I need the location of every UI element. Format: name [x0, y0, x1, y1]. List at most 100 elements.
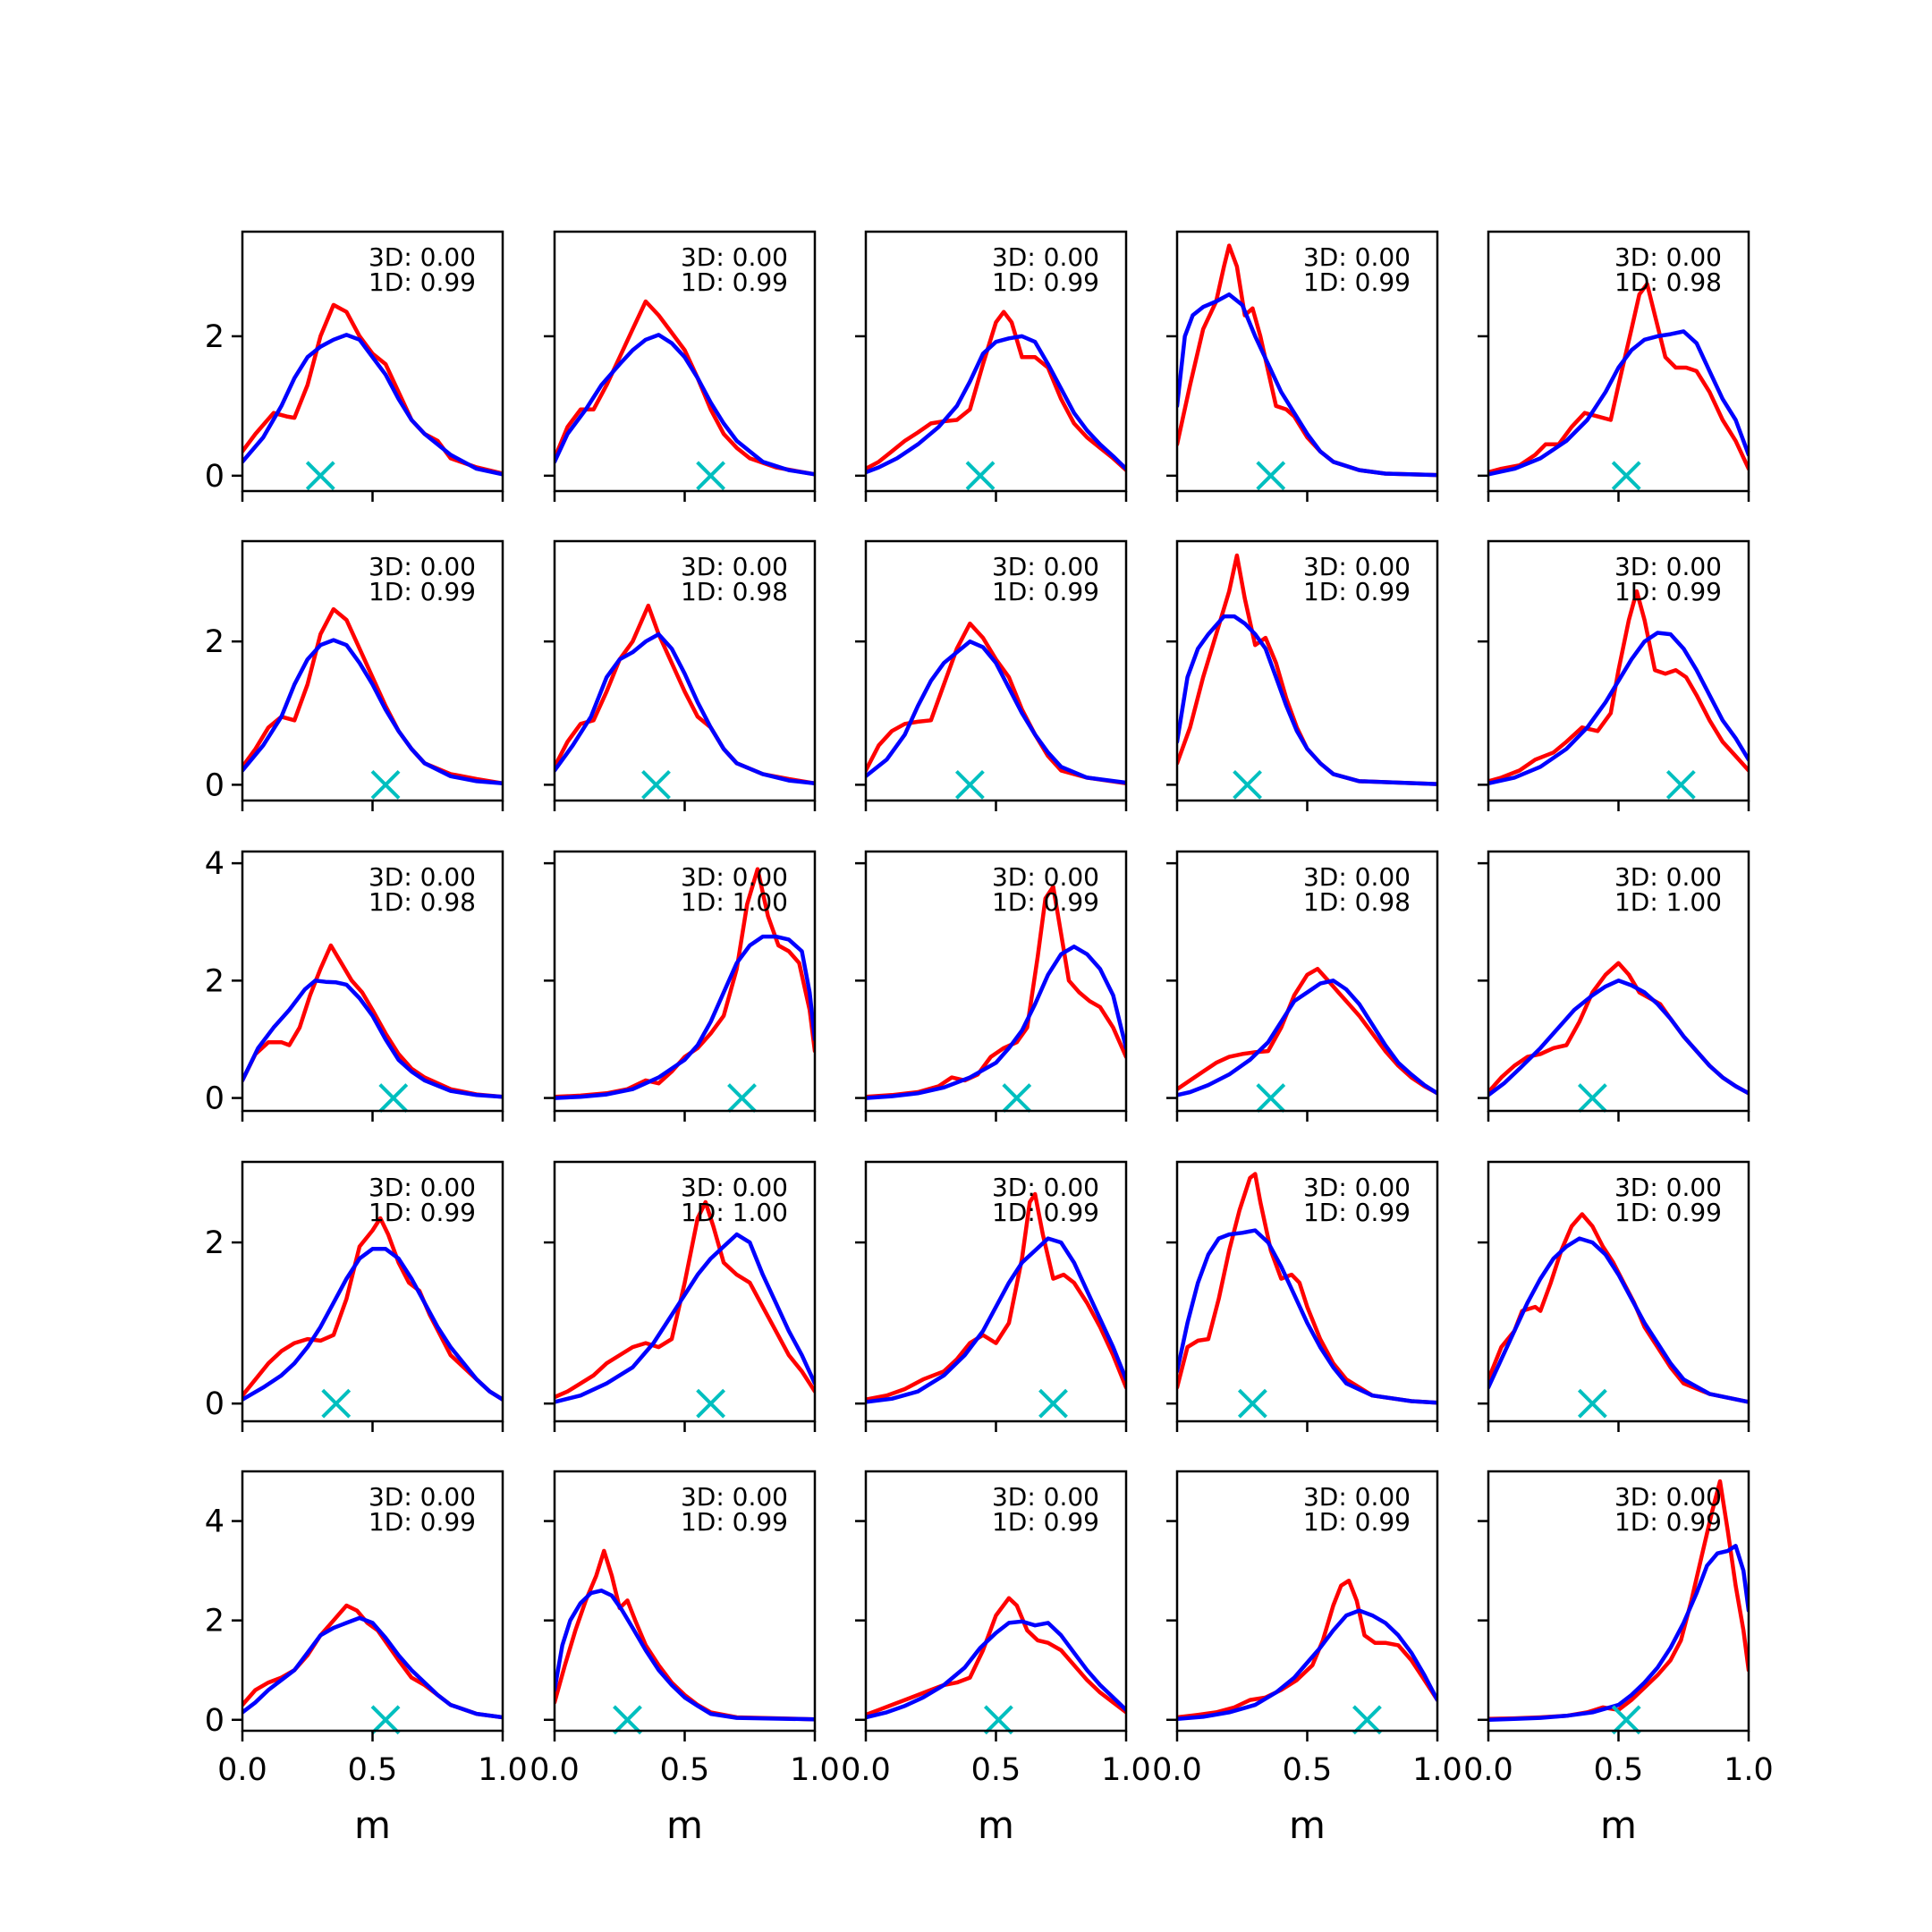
panel-r1-c3-stat-3d: 3D: 0.00	[1303, 552, 1411, 581]
panel-r3-c2-stat-3d: 3D: 0.00	[992, 1173, 1099, 1202]
panel-r0-c4-blue-series-line	[1488, 329, 1749, 477]
panel-r2-c2-blue-series-line	[866, 945, 1126, 1100]
panel-r2-c3-blue-series-line	[1177, 979, 1437, 1097]
panel-r3-c2-stat-1d: 1D: 0.99	[992, 1198, 1099, 1227]
ytick-label: 0	[205, 767, 225, 803]
panel-r2-c4-blue-series-line	[1488, 979, 1749, 1097]
panel-r2-c0-x-marker	[378, 1083, 409, 1113]
panel-r0-c0-stat-1d: 1D: 0.99	[369, 267, 476, 297]
panel-r2-c3-x-marker	[1256, 1083, 1286, 1113]
panel-r4-c1-stat-3d: 3D: 0.00	[681, 1482, 788, 1512]
ytick-label: 2	[205, 1225, 225, 1261]
panel-r2-c2-red-series-line	[866, 885, 1126, 1099]
panel-r1-c0-stat-3d: 3D: 0.00	[369, 552, 476, 581]
panel-r3-c2-x-marker	[1038, 1388, 1068, 1419]
xtick-label: 0.5	[1283, 1752, 1333, 1788]
panel-r4-c1-stat-1d: 1D: 0.99	[681, 1507, 788, 1537]
panel-r4-c4-x-marker	[1611, 1705, 1641, 1735]
panel-r1-c1-blue-series-line	[555, 631, 815, 786]
x-axis-label: m	[354, 1803, 391, 1847]
panel-r0-c1-red-series-line	[555, 299, 815, 477]
panel-r1-c1-stat-3d: 3D: 0.00	[681, 552, 788, 581]
panel-r3-c4-blue-series-line	[1488, 1236, 1749, 1404]
panel-r2-c2-stat-1d: 1D: 0.99	[992, 887, 1099, 917]
panel-r0-c0-stat-3d: 3D: 0.00	[369, 242, 476, 272]
panel-r0-c0-blue-series-line	[242, 333, 503, 477]
xtick-label: 0.0	[1463, 1752, 1513, 1788]
panel-r0-c2-red-series-line	[866, 309, 1126, 472]
panel-r3-c0-stat-1d: 1D: 0.99	[369, 1198, 476, 1227]
panel-r3-c1-x-marker	[696, 1388, 726, 1419]
panel-r2-c1-stat-3d: 3D: 0.00	[681, 862, 788, 892]
panel-r0-c3-x-marker	[1256, 461, 1286, 491]
panel-r3-c3-stat-3d: 3D: 0.00	[1303, 1173, 1411, 1202]
panel-r0-c4-stat-1d: 1D: 0.98	[1614, 267, 1722, 297]
panel-r1-c2-stat-3d: 3D: 0.00	[992, 552, 1099, 581]
panel-r4-c3-blue-series-line	[1177, 1608, 1437, 1721]
panel-r0-c3-stat-1d: 1D: 0.99	[1303, 267, 1411, 297]
panel-r2-c0-red-series-line	[242, 943, 503, 1099]
panel-r2-c4-stat-3d: 3D: 0.00	[1614, 862, 1722, 892]
xtick-label: 1.0	[1101, 1752, 1151, 1788]
panel-r0-c1-x-marker	[696, 461, 726, 491]
panel-r1-c4-x-marker	[1665, 769, 1696, 800]
panel-r1-c2-blue-series-line	[866, 639, 1126, 785]
panel-r3-c2-blue-series-line	[866, 1236, 1126, 1404]
panel-r3-c0-stat-3d: 3D: 0.00	[369, 1173, 476, 1202]
panel-r4-c3-stat-1d: 1D: 0.99	[1303, 1507, 1411, 1537]
panel-r0-c1-stat-1d: 1D: 0.99	[681, 267, 788, 297]
panel-r1-c4-red-series-line	[1488, 589, 1749, 784]
x-axis-label: m	[1289, 1803, 1326, 1847]
panel-r2-c3-stat-1d: 1D: 0.98	[1303, 887, 1411, 917]
panel-r4-c3-red-series-line	[1177, 1578, 1437, 1720]
xtick-label: 0.0	[1152, 1752, 1202, 1788]
panel-r4-c1-blue-series-line	[555, 1589, 815, 1722]
panel-r4-c4-blue-series-line	[1488, 1544, 1749, 1723]
ytick-label: 0	[205, 1703, 225, 1739]
panel-r4-c2-stat-3d: 3D: 0.00	[992, 1482, 1099, 1512]
panel-r4-c0-x-marker	[370, 1705, 401, 1735]
panel-r2-c4-stat-1d: 1D: 1.00	[1614, 887, 1722, 917]
panel-r0-c4-x-marker	[1611, 461, 1641, 491]
panel-r4-c2-red-series-line	[866, 1596, 1126, 1717]
panel-r3-c1-blue-series-line	[555, 1232, 815, 1404]
panel-r1-c3-blue-series-line	[1177, 614, 1437, 786]
panel-r3-c4-stat-1d: 1D: 0.99	[1614, 1198, 1722, 1227]
panel-r0-c3-blue-series-line	[1177, 292, 1437, 478]
xtick-label: 0.5	[348, 1752, 398, 1788]
panel-r4-c4-stat-3d: 3D: 0.00	[1614, 1482, 1722, 1512]
panel-r2-c0-stat-1d: 1D: 0.98	[369, 887, 476, 917]
panel-r2-c2-x-marker	[1002, 1083, 1032, 1113]
panel-r3-c2-red-series-line	[866, 1191, 1126, 1402]
panel-r1-c3-stat-1d: 1D: 0.99	[1303, 577, 1411, 606]
ytick-label: 2	[205, 624, 225, 660]
panel-r3-c0-x-marker	[321, 1388, 352, 1419]
panel-r4-c0-stat-3d: 3D: 0.00	[369, 1482, 476, 1512]
panel-r3-c4-stat-3d: 3D: 0.00	[1614, 1173, 1722, 1202]
panel-r3-c3-blue-series-line	[1177, 1228, 1437, 1405]
panel-r4-c0-blue-series-line	[242, 1615, 503, 1720]
panel-r1-c0-x-marker	[370, 769, 401, 800]
ytick-label: 2	[205, 1604, 225, 1640]
ytick-label: 2	[205, 963, 225, 999]
panel-r0-c4-red-series-line	[1488, 282, 1749, 475]
panel-r4-c3-x-marker	[1352, 1705, 1382, 1735]
panel-r4-c2-stat-1d: 1D: 0.99	[992, 1507, 1099, 1537]
ytick-label: 4	[205, 1504, 225, 1540]
panel-r0-c0-red-series-line	[242, 302, 503, 476]
